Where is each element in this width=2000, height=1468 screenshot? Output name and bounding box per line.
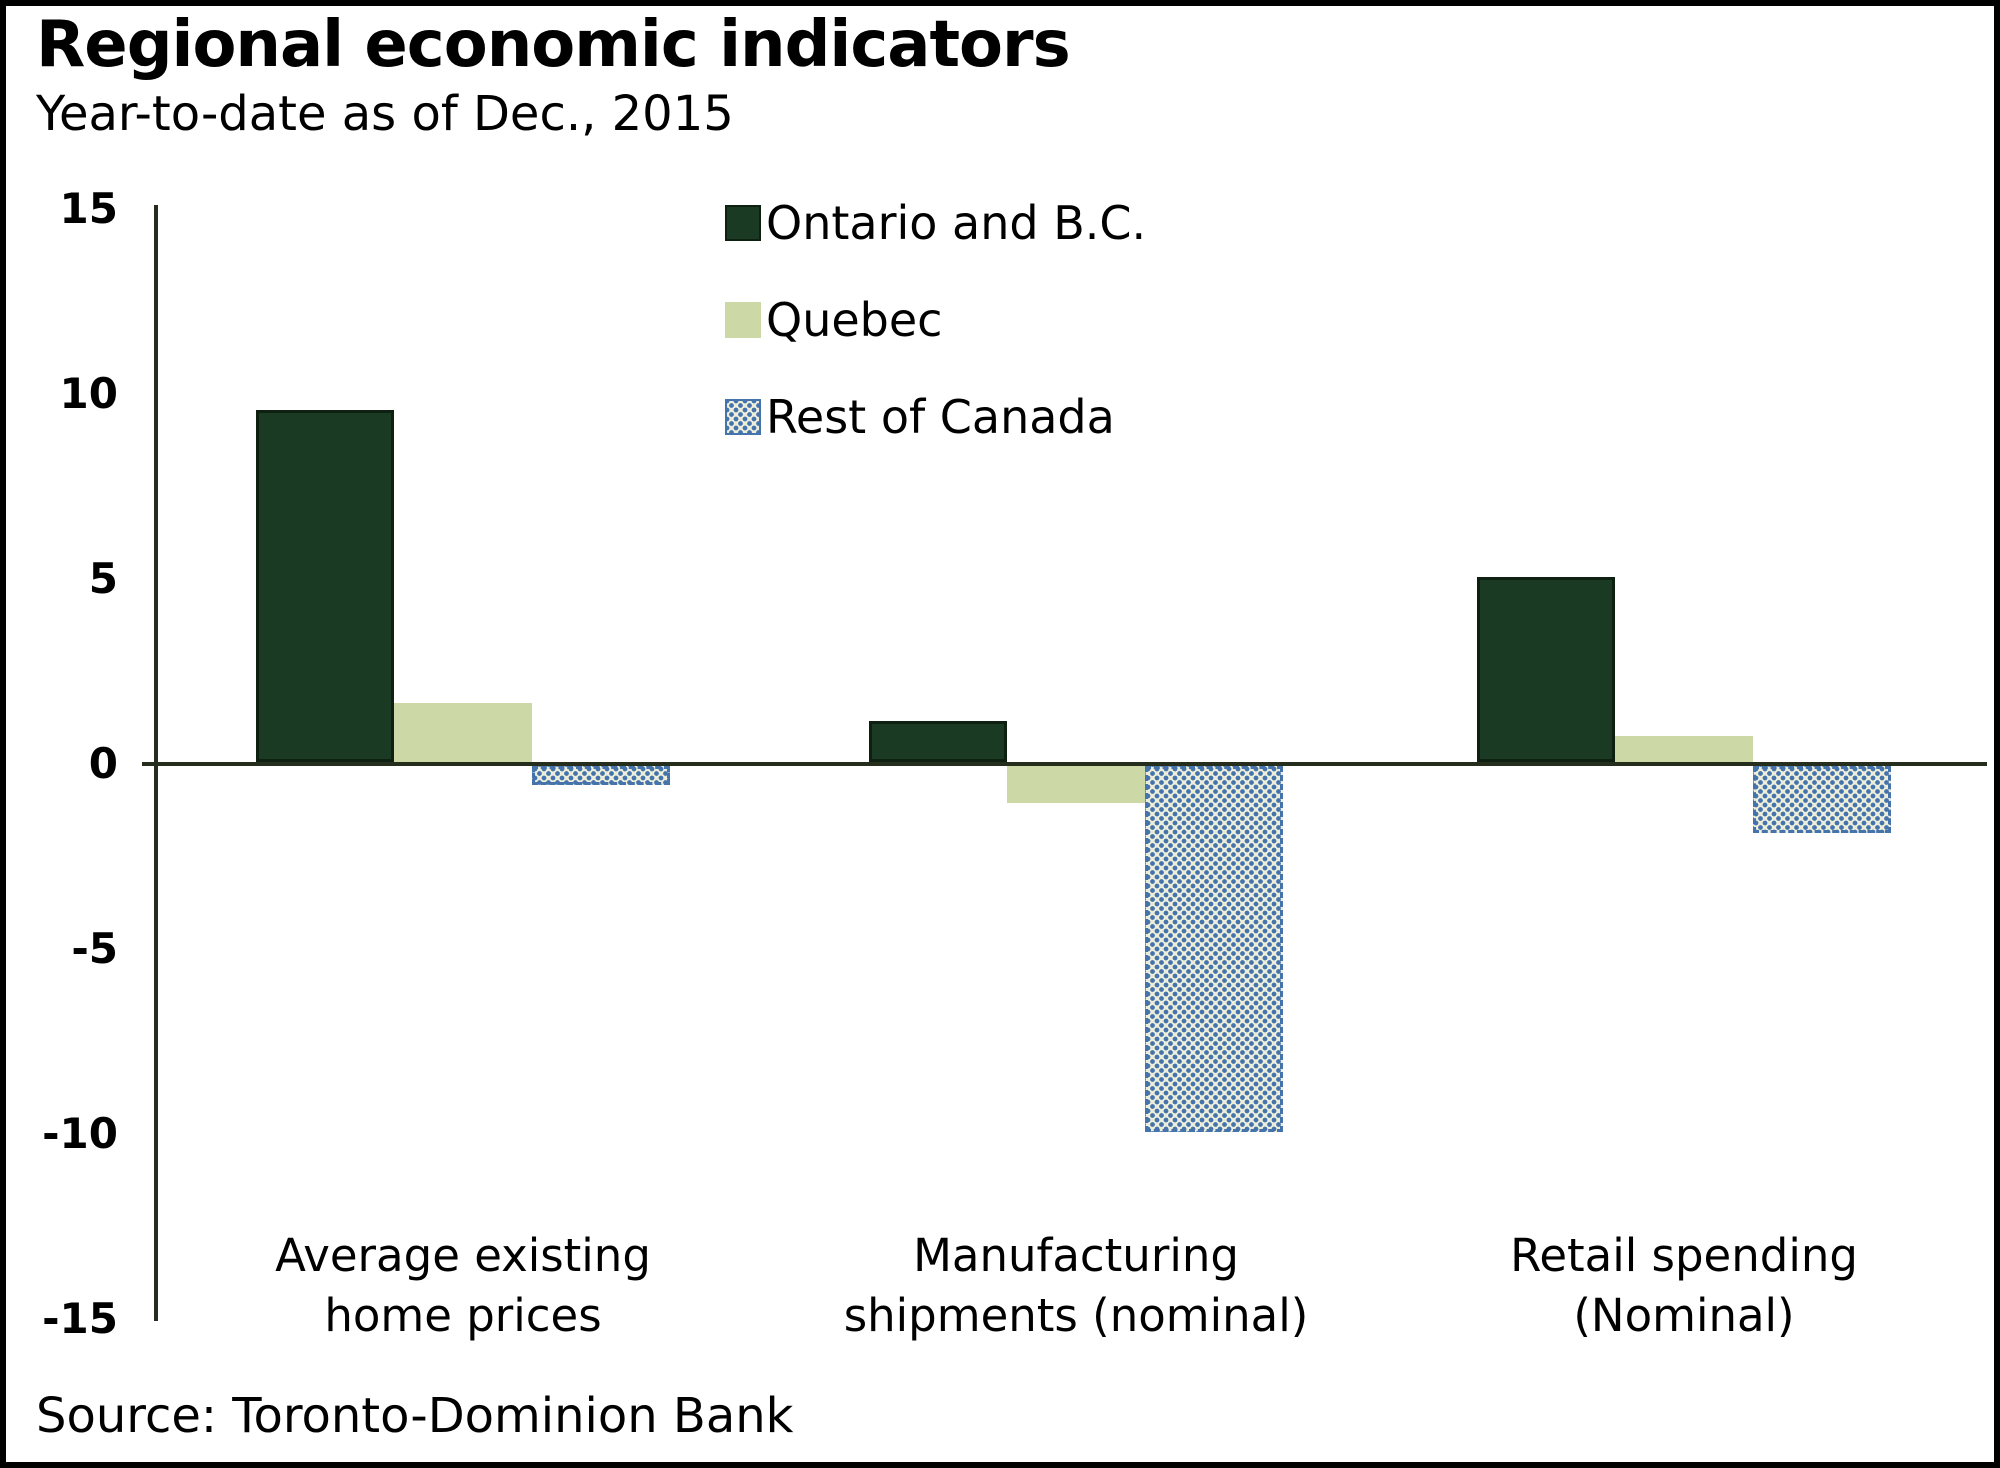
legend-item-rest-of-canada: Rest of Canada [725,390,1146,444]
bar-quebec-manufacturing-shipments [1007,766,1145,803]
category-label-home-prices: Average existing home prices [275,1229,651,1342]
bar-ontario-bc-retail-spending [1477,577,1615,762]
legend-swatch-ontario-bc [725,205,761,241]
bar-ontario-bc-home-prices [256,410,394,762]
legend: Ontario and B.C. Quebec Rest of Canada [725,196,1146,444]
bar-rest-of-canada-manufacturing-shipments [1145,766,1283,1132]
x-axis-zero-line [142,762,1987,766]
category-label-retail-spending: Retail spending (Nominal) [1510,1229,1858,1342]
bar-rest-of-canada-retail-spending [1753,766,1891,833]
y-tick-label--5: -5 [71,924,118,973]
chart-title: Regional economic indicators [36,8,1071,82]
bar-ontario-bc-manufacturing-shipments [869,721,1007,762]
chart-subtitle: Year-to-date as of Dec., 2015 [36,86,734,142]
legend-item-ontario-bc: Ontario and B.C. [725,196,1146,250]
y-tick-label-0: 0 [88,739,118,788]
category-label-manufacturing-shipments: Manufacturing shipments (nominal) [843,1229,1309,1342]
legend-label-rest-of-canada: Rest of Canada [766,390,1115,444]
source-note: Source: Toronto-Dominion Bank [36,1388,794,1444]
y-tick-label--15: -15 [42,1294,118,1343]
y-tick-label-10: 10 [59,369,118,418]
y-tick-label--10: -10 [42,1109,118,1158]
bar-rest-of-canada-home-prices [532,766,670,785]
legend-label-ontario-bc: Ontario and B.C. [766,196,1147,250]
legend-item-quebec: Quebec [725,293,1146,347]
bar-quebec-retail-spending [1615,736,1753,762]
legend-swatch-rest-of-canada [725,399,761,435]
y-tick-label-5: 5 [88,554,118,603]
y-tick-label-15: 15 [59,184,118,233]
legend-swatch-quebec [725,302,761,338]
bar-quebec-home-prices [394,703,532,762]
legend-label-quebec: Quebec [766,293,943,347]
